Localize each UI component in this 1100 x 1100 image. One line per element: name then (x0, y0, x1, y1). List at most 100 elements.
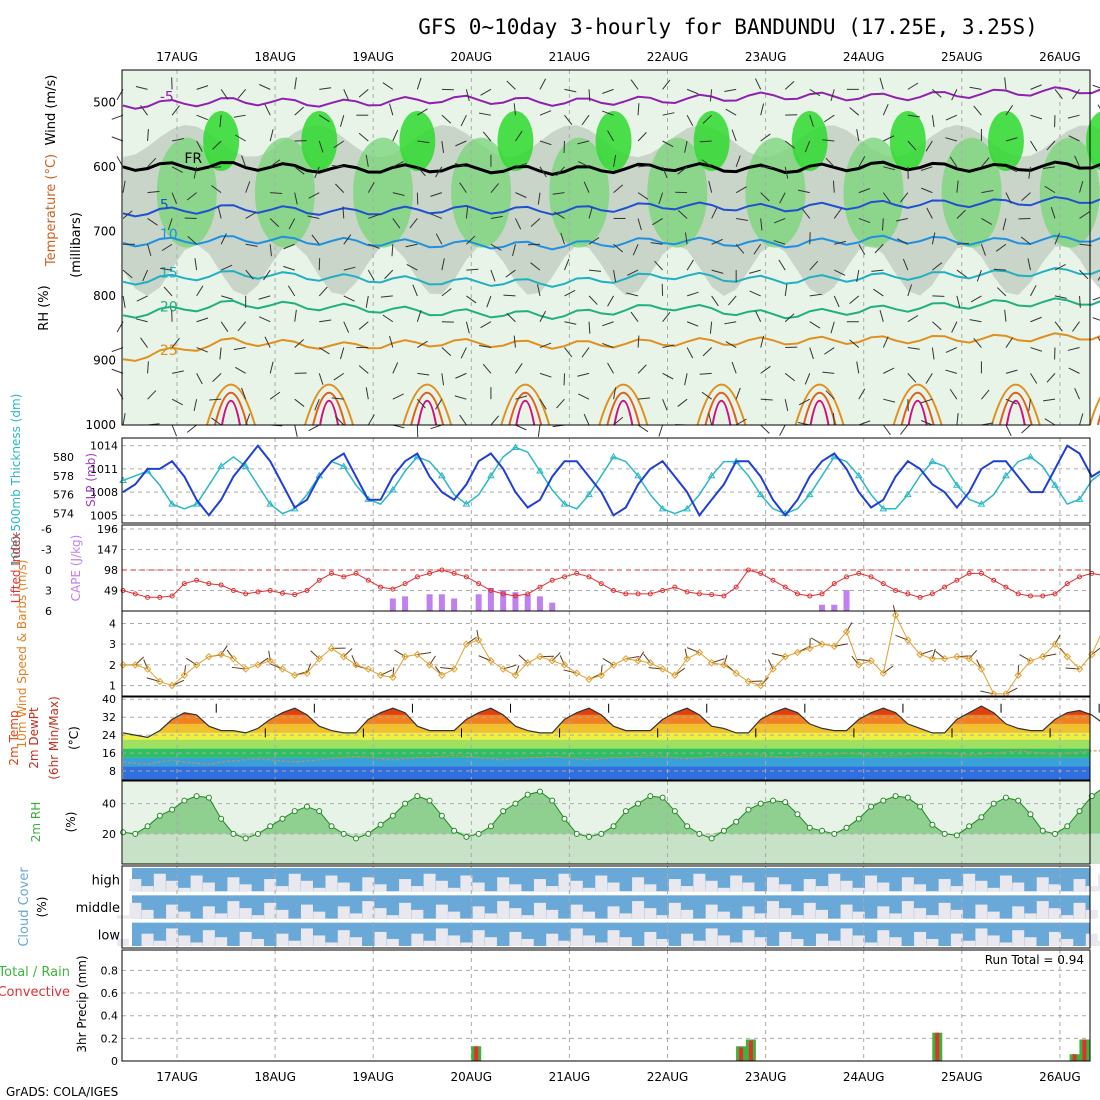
cloud-clear-bar (914, 884, 927, 892)
warm-contour (500, 383, 551, 426)
thickness-marker (683, 504, 692, 512)
upper-wind-barb (798, 166, 810, 173)
upper-wind-barb (602, 110, 614, 116)
cloud-clear-bar (1024, 937, 1037, 946)
wind-speed-marker (756, 681, 765, 690)
rh-marker (720, 827, 727, 834)
cape-bar (475, 594, 482, 611)
upper-wind-barb (830, 89, 835, 102)
cloud-clear-bar (975, 904, 988, 919)
upper-wind-barb (235, 134, 246, 142)
date-label-bottom: 26AUG (1039, 1070, 1081, 1084)
wind-speed-marker (291, 671, 299, 679)
upper-wind-barb (564, 114, 573, 125)
upper-wind-barb (896, 217, 908, 222)
lifted-index-marker (868, 574, 874, 580)
rh-marker (598, 830, 605, 837)
upper-wind-barb (480, 321, 492, 329)
wind-speed-marker (573, 669, 581, 677)
upper-wind-barb (367, 181, 375, 193)
lifted-index-tick-label: -3 (41, 544, 52, 557)
upper-wind-barb (879, 310, 884, 322)
upper-wind-barb (981, 190, 994, 194)
upper-wind-barb (167, 218, 173, 231)
cloud-clear-bar (386, 938, 399, 946)
cloud-clear-bar (1098, 940, 1100, 946)
upper-wind-barb (409, 218, 418, 229)
date-label-bottom: 19AUG (352, 1070, 394, 1084)
upper-wind-barb (652, 218, 663, 226)
lifted-index-marker (463, 574, 469, 580)
upper-wind-barb (479, 344, 492, 349)
cloud-clear-bar (901, 877, 914, 892)
wind-speed-marker (769, 665, 777, 673)
thickness-marker (1026, 452, 1035, 460)
upper-wind-barb (809, 321, 821, 329)
cloud-clear-bar (350, 913, 363, 919)
upper-wind-barb (932, 262, 943, 271)
upper-wind-barb (513, 103, 516, 116)
upper-wind-barb (900, 192, 909, 203)
upper-wind-barb (212, 140, 222, 150)
cloud-clear-bar (791, 938, 804, 946)
upper-wind-barb (416, 310, 422, 322)
cloud-clear-bar (840, 904, 853, 919)
cloud-clear-bar (435, 904, 448, 919)
cloud-clear-bar (1012, 930, 1025, 946)
cloud-clear-bar (717, 911, 730, 919)
cloud-clear-bar (337, 882, 350, 892)
upper-wind-barb (147, 361, 149, 374)
upper-wind-barb (1044, 185, 1056, 194)
upper-wind-barb (701, 159, 712, 168)
upper-wind-barb (539, 78, 547, 90)
lifted-index-marker (1077, 574, 1083, 580)
upper-wind-barb (856, 361, 860, 374)
upper-wind-barb (809, 347, 814, 360)
upper-wind-barb (331, 397, 344, 400)
warm-contour (990, 383, 1041, 426)
wind-speed-marker (560, 661, 569, 669)
thickness-marker (388, 485, 397, 493)
cloud-clear-bar (533, 879, 546, 892)
upper-wind-barb (784, 372, 795, 382)
upper-wind-barb (735, 155, 741, 167)
upper-wind-barb (945, 369, 958, 374)
upper-wind-barb (801, 208, 811, 219)
upper-wind-barb (1028, 166, 1031, 179)
rh-marker (267, 823, 274, 830)
precip-axis-label: 3hr Precip (mm) (75, 955, 89, 1052)
cloud-clear-bar (472, 906, 485, 919)
upper-wind-barb (879, 77, 884, 90)
temp-band (123, 705, 1090, 715)
upper-wind-barb (392, 393, 404, 400)
cape-tick-label: 147 (97, 544, 118, 557)
upper-wind-barb (907, 140, 917, 151)
cloud-clear-bar (632, 877, 645, 892)
upper-wind-barb (318, 286, 328, 297)
rh-marker (120, 829, 127, 836)
upper-wind-barb (686, 291, 699, 297)
upper-wind-barb (871, 269, 884, 272)
lifted-index-marker (844, 574, 850, 580)
upper-wind-barb (654, 260, 663, 271)
cape-axis-label: CAPE (J/kg) (69, 535, 83, 602)
upper-wind-barb (1068, 135, 1080, 142)
upper-wind-barb (392, 129, 399, 142)
upper-wind-barb (833, 208, 842, 219)
upper-wind-barb (1027, 258, 1031, 271)
upper-wind-barb (882, 336, 889, 348)
upper-wind-barb (882, 192, 891, 203)
cloud-clear-bar (288, 940, 301, 946)
isotherm-label: -5 (160, 90, 174, 106)
cloud-clear-bar (325, 875, 338, 892)
upper-wind-barb (613, 154, 617, 167)
upper-wind-barb (760, 103, 765, 116)
thickness-marker (977, 500, 986, 507)
cloud-clear-bar (1098, 873, 1100, 892)
cloud-clear-bar (239, 884, 252, 892)
upper-wind-barb (441, 347, 452, 356)
cloud-clear-bar (1073, 879, 1086, 892)
wind-speed-marker (830, 642, 838, 650)
upper-wind-barb (343, 234, 352, 245)
upper-wind-barb (684, 232, 688, 245)
